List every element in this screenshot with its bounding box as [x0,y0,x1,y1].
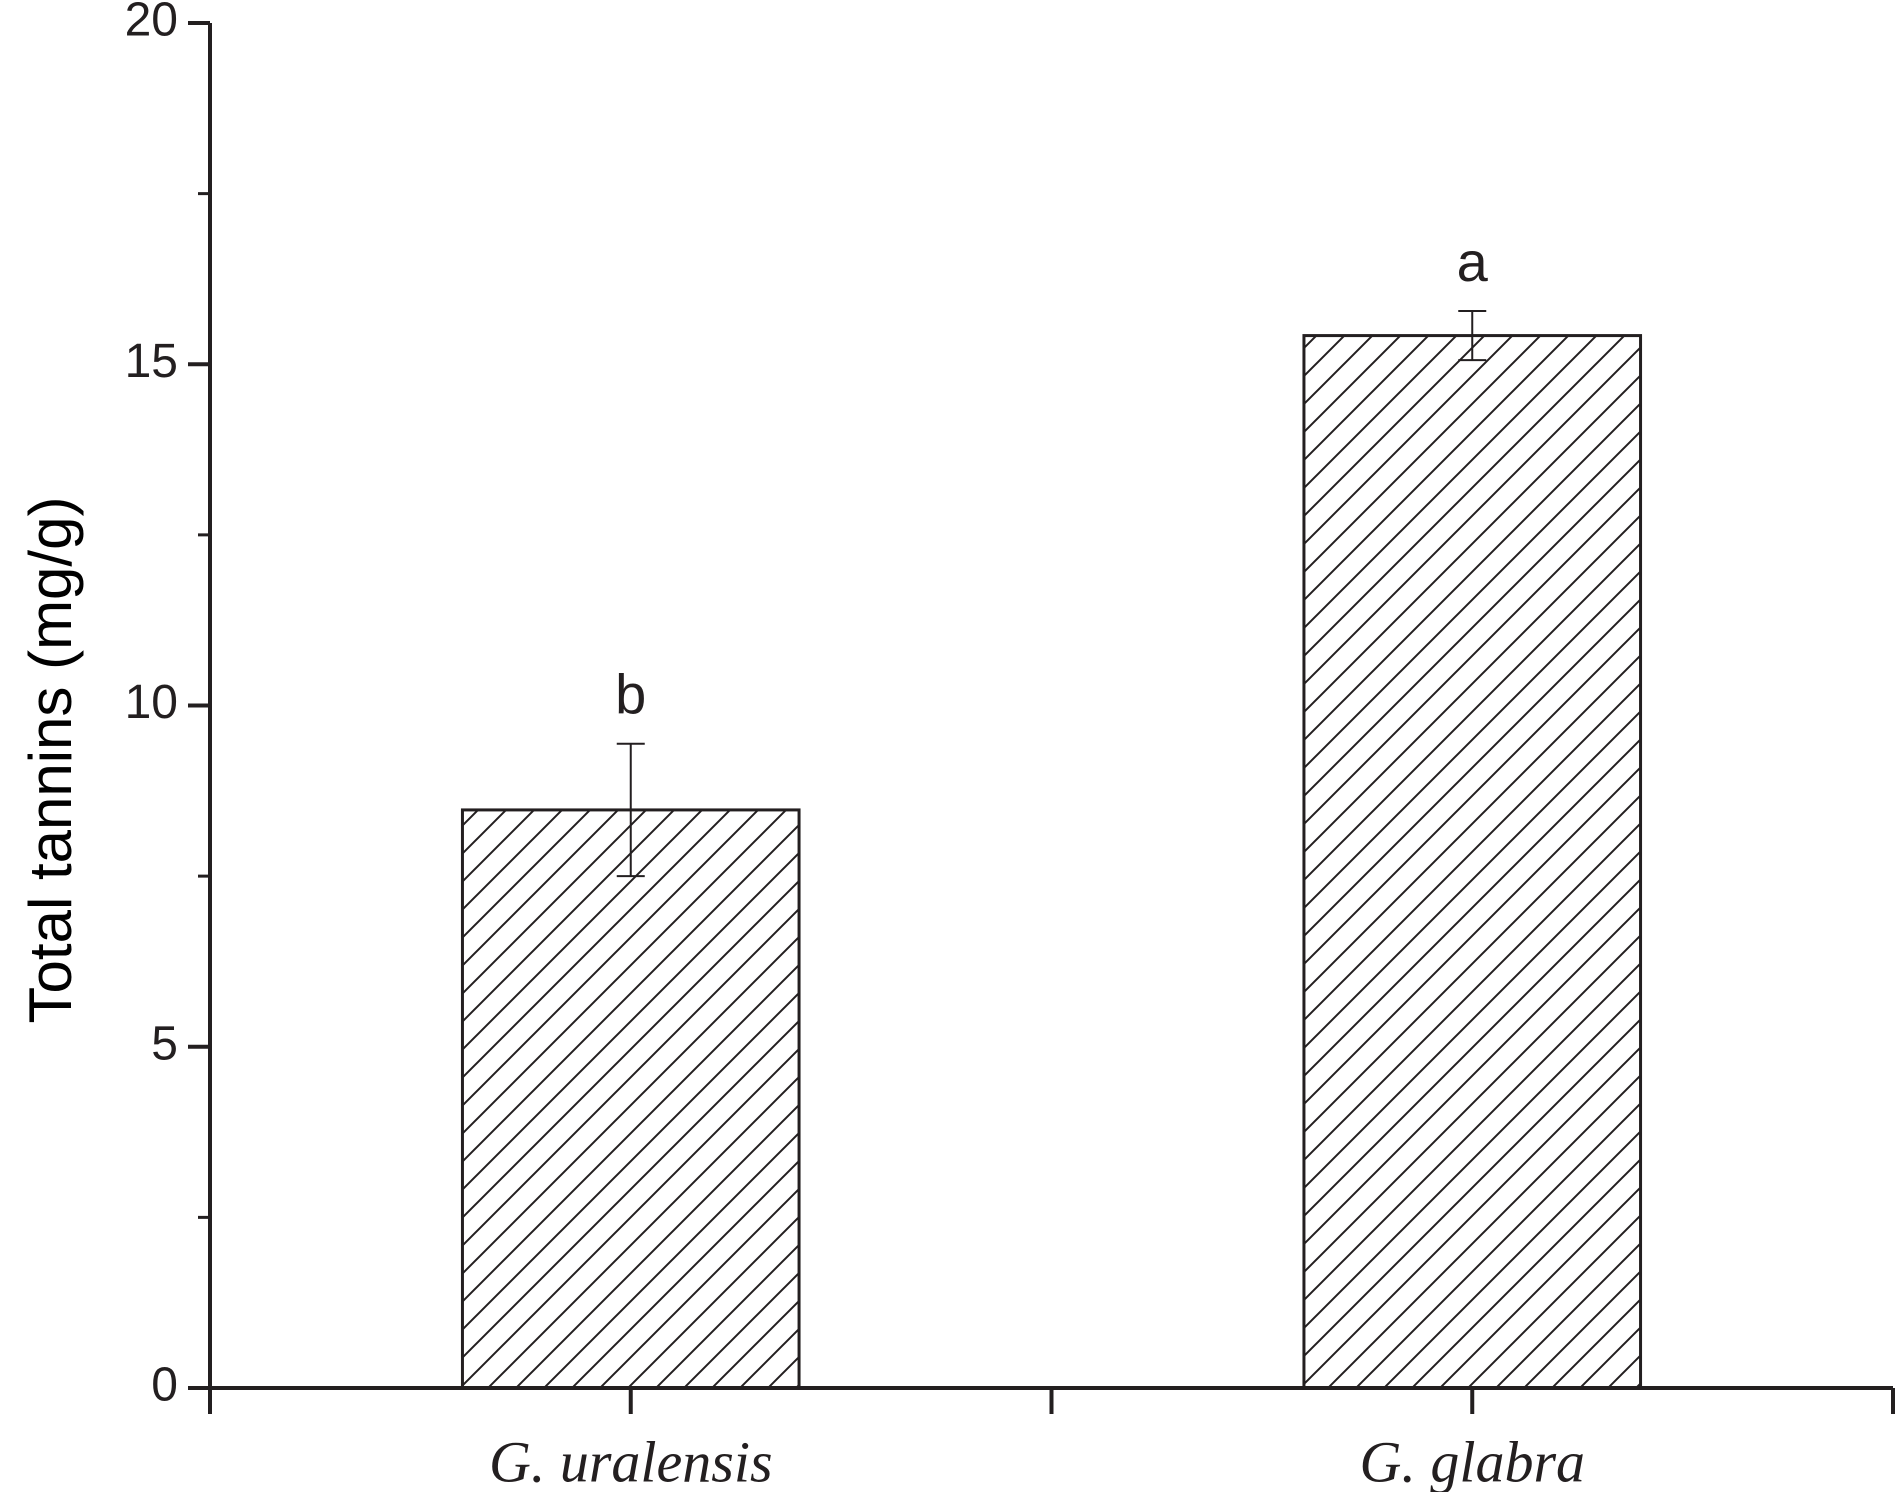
annotation: b [615,663,646,726]
x-tick-label: G. glabra [1359,1429,1585,1492]
bar [1302,334,1643,1390]
y-tick-label: 5 [151,1017,178,1070]
annotation: a [1457,230,1489,293]
y-tick-label: 0 [151,1359,178,1412]
y-axis-title: Total tannins (mg/g) [17,497,84,1024]
y-tick-label: 20 [125,0,178,47]
x-tick-label: G. uralensis [489,1429,773,1492]
bar [460,808,801,1390]
y-tick-label: 10 [125,676,178,729]
y-tick-label: 15 [125,335,178,388]
